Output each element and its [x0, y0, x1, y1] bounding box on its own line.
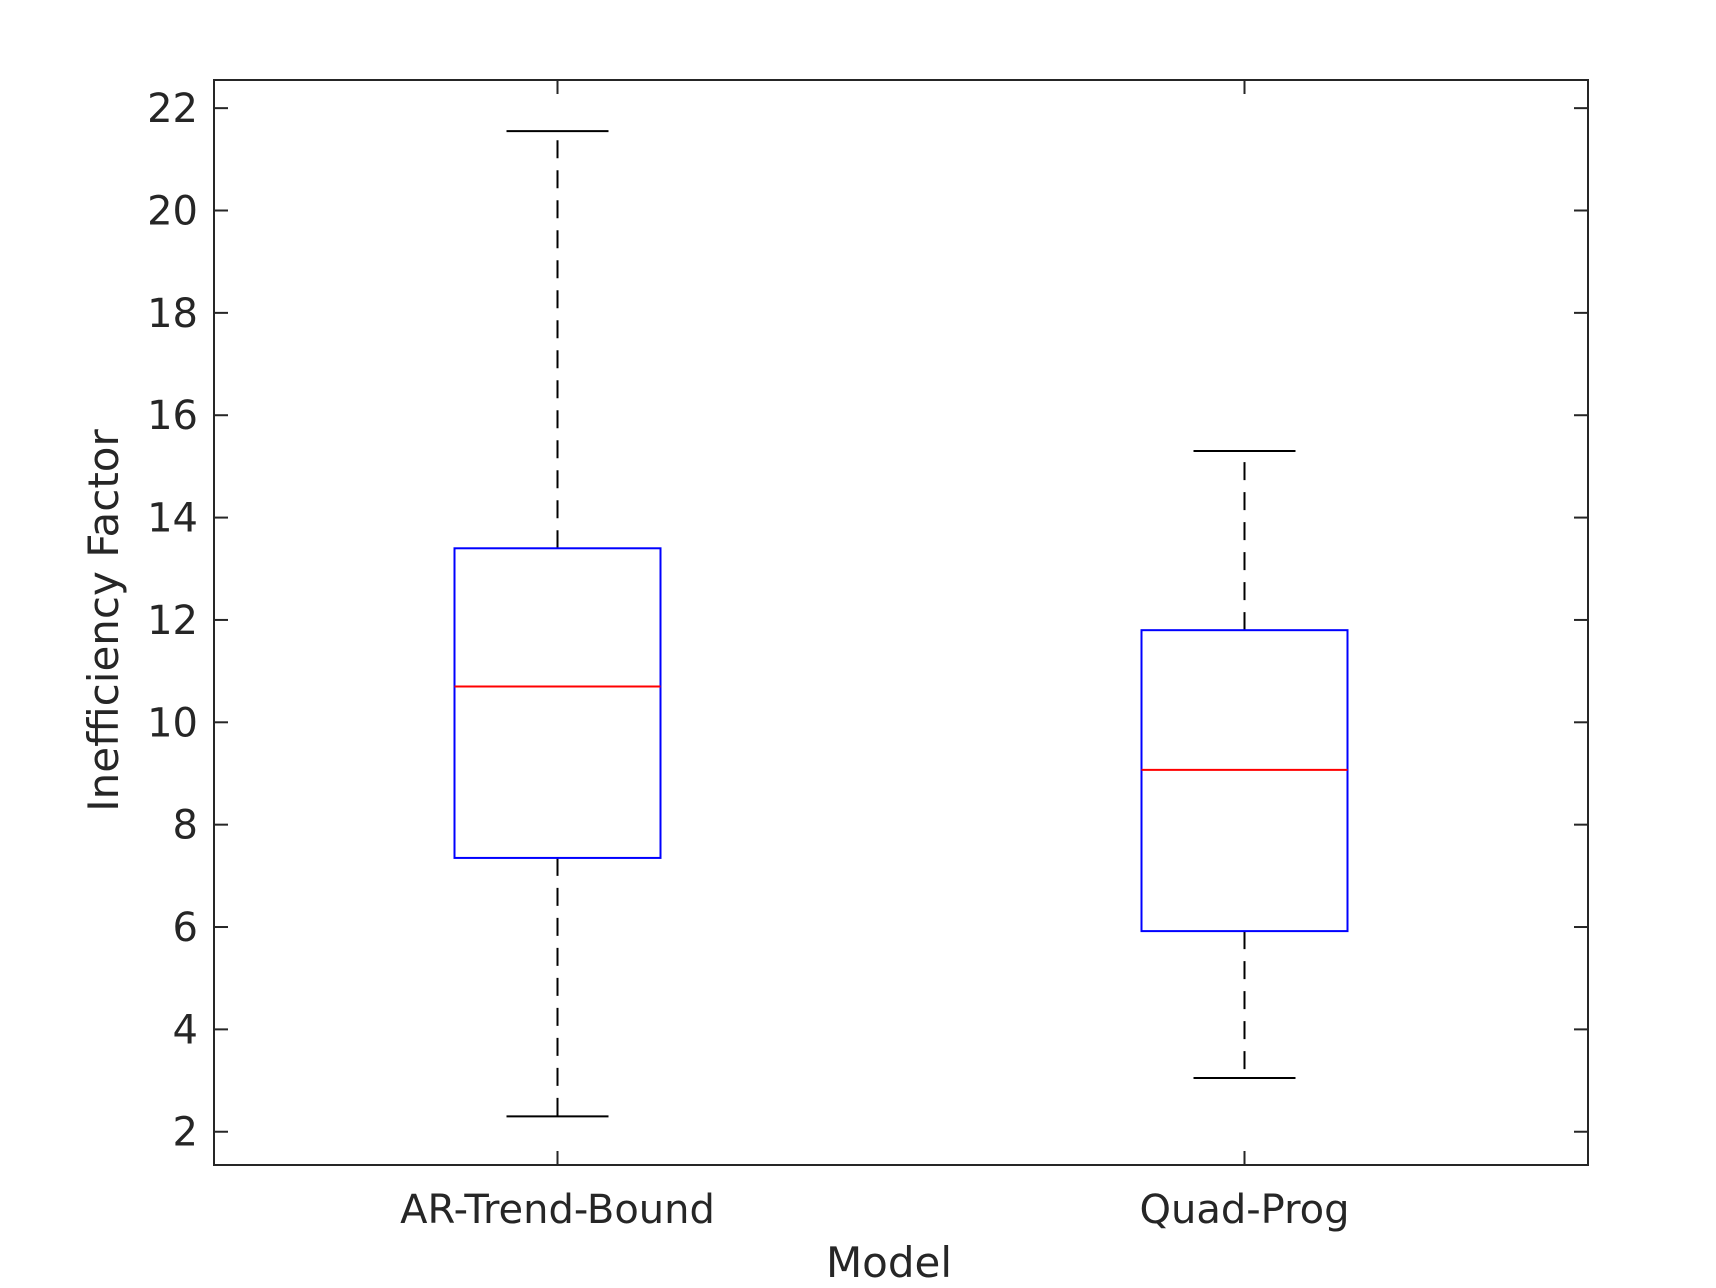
y-tick-label: 4 — [173, 1007, 198, 1053]
box-1 — [453, 130, 662, 1118]
box-2 — [1140, 450, 1349, 1079]
y-tick-label: 10 — [147, 700, 198, 746]
y-tick-label: 8 — [173, 803, 198, 849]
x-tick-label: Quad-Prog — [1139, 1187, 1349, 1233]
iqr-box — [1140, 629, 1349, 933]
y-tick-label: 16 — [147, 393, 198, 439]
y-axis: 2 4 6 8 10 12 14 16 18 20 22 — [147, 86, 1588, 1156]
plot-area-frame — [213, 79, 1589, 1166]
y-tick-label: 12 — [147, 598, 198, 644]
x-axis-label: Model — [826, 1238, 952, 1287]
x-tick-label: AR-Trend-Bound — [400, 1187, 715, 1233]
x-axis: AR-Trend-Bound Quad-Prog — [400, 80, 1350, 1233]
box-series — [453, 130, 1349, 1118]
y-tick-label: 22 — [147, 86, 198, 132]
iqr-box — [453, 547, 662, 859]
y-axis-label: Inefficiency Factor — [79, 429, 128, 812]
y-tick-label: 18 — [147, 291, 198, 337]
y-tick-label: 14 — [147, 496, 198, 542]
y-tick-label: 6 — [173, 905, 198, 951]
y-tick-label: 20 — [147, 189, 198, 235]
y-tick-label: 2 — [173, 1110, 198, 1156]
